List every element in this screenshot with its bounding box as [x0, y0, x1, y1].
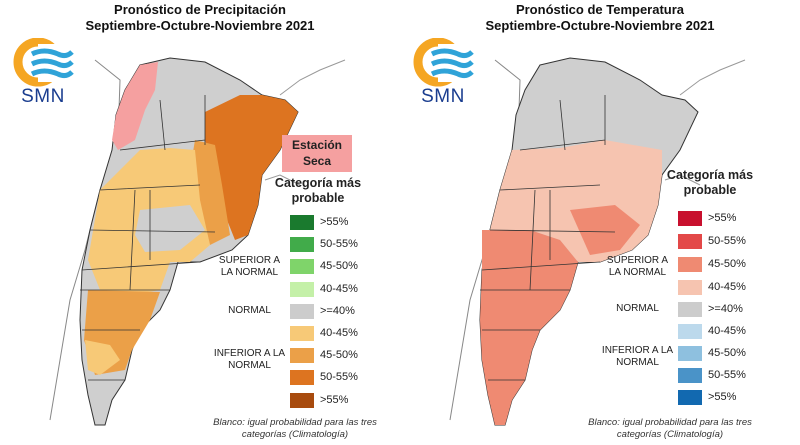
brazil-border-line: [679, 59, 746, 96]
dry-season-label: Estación Seca: [282, 135, 352, 172]
legend-label: 45-50%: [708, 258, 746, 270]
temperature-map: [449, 57, 746, 426]
precipitation-title-line2: Septiembre-Octubre-Noviembre 2021: [85, 18, 315, 33]
legend-label: 45-50%: [320, 260, 358, 272]
dry-season-region: [112, 62, 158, 150]
temperature-note: Blanco: igual probabilidad para las tres…: [588, 417, 752, 440]
precip-patagonia-light-region: [85, 340, 120, 375]
province-borders: [480, 95, 616, 381]
legend-swatch: [678, 211, 702, 226]
legend-swatch: [678, 346, 702, 361]
temp-above-45-50-centre-region: [570, 205, 640, 255]
legend-swatch: [678, 257, 702, 272]
inferior-category-label: INFERIOR A LA NORMAL: [213, 348, 286, 371]
superior-category-label: SUPERIOR A LA NORMAL: [606, 255, 669, 278]
uruguay-border-line: [664, 174, 701, 186]
legend-label: 50-55%: [320, 238, 358, 250]
legend-swatch: [290, 237, 314, 252]
legend-swatch: [290, 282, 314, 297]
smn-logo: SMN: [12, 37, 74, 114]
legend-swatch: [678, 324, 702, 339]
legend-label: 45-50%: [320, 349, 358, 361]
legend-swatch: [678, 280, 702, 295]
legend-swatch: [678, 234, 702, 249]
smn-logo-text: SMN: [421, 86, 465, 107]
legend-label: >=40%: [708, 303, 743, 315]
legend-label: 50-55%: [708, 235, 746, 247]
legend-label: >55%: [708, 212, 737, 224]
precipitation-map: [49, 57, 346, 426]
legend-swatch: [290, 393, 314, 408]
temperature-panel: Pronóstico de Temperatura Septiembre-Oct…: [400, 0, 800, 445]
temperature-title: Pronóstico de Temperatura Septiembre-Oct…: [400, 2, 800, 34]
superior-category-label: SUPERIOR A LA NORMAL: [218, 255, 281, 278]
temperature-title-line1: Pronóstico de Temperatura: [515, 2, 685, 17]
precip-below-50-55-region: [205, 95, 298, 240]
temperature-title-line2: Septiembre-Octubre-Noviembre 2021: [485, 18, 715, 33]
legend-label: >55%: [320, 394, 349, 406]
legend-label: >=40%: [320, 305, 355, 317]
precipitation-title-line1: Pronóstico de Precipitación: [114, 2, 286, 17]
precipitation-legend-title: Categoría más probable: [274, 176, 362, 205]
legend-swatch: [290, 348, 314, 363]
temperature-legend-title: Categoría más probable: [666, 168, 754, 197]
legend-swatch: [678, 390, 702, 405]
legend-swatch: [678, 302, 702, 317]
smn-logo-text: SMN: [21, 86, 65, 107]
legend-label: 40-45%: [708, 325, 746, 337]
legend-label: 50-55%: [708, 369, 746, 381]
temp-above-45-50-region: [480, 230, 578, 425]
smn-sun-wave-icon: [413, 37, 474, 87]
legend-label: 50-55%: [320, 371, 358, 383]
legend-swatch: [290, 370, 314, 385]
legend-label: >55%: [708, 391, 737, 403]
legend-label: >55%: [320, 216, 349, 228]
legend-label: 40-45%: [320, 283, 358, 295]
inferior-category-label: INFERIOR A LA NORMAL: [601, 345, 674, 368]
legend-swatch: [290, 304, 314, 319]
legend-swatch: [290, 215, 314, 230]
legend-swatch: [290, 259, 314, 274]
legend-label: 40-45%: [320, 327, 358, 339]
smn-logo: SMN: [412, 37, 474, 114]
legend-swatch: [290, 326, 314, 341]
normal-category-label: NORMAL: [228, 305, 271, 316]
legend-swatch: [678, 368, 702, 383]
precip-below-45-50-region: [190, 140, 230, 245]
precipitation-panel: Pronóstico de Precipitación Septiembre-O…: [0, 2, 400, 440]
smn-sun-wave-icon: [13, 37, 74, 87]
province-borders: [80, 95, 216, 381]
uruguay-border-line: [264, 174, 301, 186]
precipitation-note: Blanco: igual probabilidad para las tres…: [213, 417, 377, 440]
legend-label: 45-50%: [708, 347, 746, 359]
legend-label: 40-45%: [708, 281, 746, 293]
precipitation-title: Pronóstico de Precipitación Septiembre-O…: [0, 2, 400, 34]
normal-category-label: NORMAL: [616, 303, 659, 314]
precip-normal-patch: [135, 205, 205, 252]
brazil-border-line: [279, 59, 346, 96]
